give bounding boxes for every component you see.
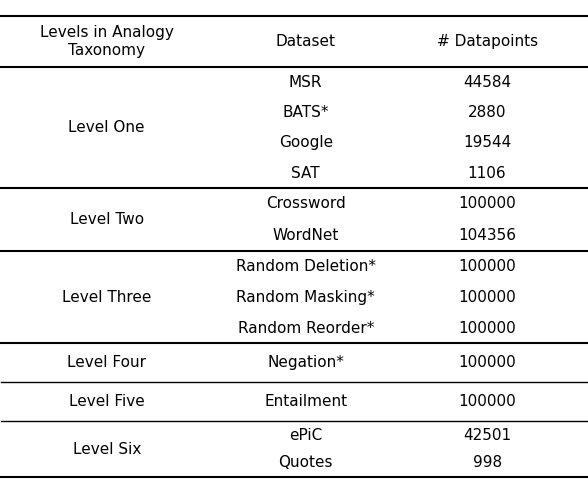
Text: 100000: 100000 [458, 394, 516, 409]
Text: 100000: 100000 [458, 259, 516, 274]
Text: 1106: 1106 [468, 165, 506, 181]
Text: 100000: 100000 [458, 197, 516, 211]
Text: Crossword: Crossword [266, 197, 346, 211]
Text: Levels in Analogy
Taxonomy: Levels in Analogy Taxonomy [40, 25, 173, 58]
Text: Google: Google [279, 135, 333, 150]
Text: Random Masking*: Random Masking* [236, 290, 375, 305]
Text: Level Four: Level Four [67, 355, 146, 370]
Text: Quotes: Quotes [279, 455, 333, 470]
Text: 100000: 100000 [458, 355, 516, 370]
Text: Dataset: Dataset [276, 34, 336, 49]
Text: 44584: 44584 [463, 75, 511, 90]
Text: WordNet: WordNet [272, 228, 339, 243]
Text: 100000: 100000 [458, 321, 516, 336]
Text: Level One: Level One [68, 120, 145, 135]
Text: Level Three: Level Three [62, 290, 152, 305]
Text: Random Reorder*: Random Reorder* [238, 321, 374, 336]
Text: 42501: 42501 [463, 427, 511, 443]
Text: Negation*: Negation* [268, 355, 344, 370]
Text: Level Two: Level Two [69, 212, 144, 227]
Text: Level Six: Level Six [72, 442, 141, 456]
Text: 998: 998 [473, 455, 502, 470]
Text: 100000: 100000 [458, 290, 516, 305]
Text: # Datapoints: # Datapoints [436, 34, 537, 49]
Text: BATS*: BATS* [282, 105, 329, 120]
Text: ePiC: ePiC [289, 427, 322, 443]
Text: 2880: 2880 [468, 105, 506, 120]
Text: Level Five: Level Five [69, 394, 145, 409]
Text: 104356: 104356 [458, 228, 516, 243]
Text: 19544: 19544 [463, 135, 511, 150]
Text: Entailment: Entailment [264, 394, 348, 409]
Text: Random Deletion*: Random Deletion* [236, 259, 376, 274]
Text: MSR: MSR [289, 75, 322, 90]
Text: SAT: SAT [292, 165, 320, 181]
